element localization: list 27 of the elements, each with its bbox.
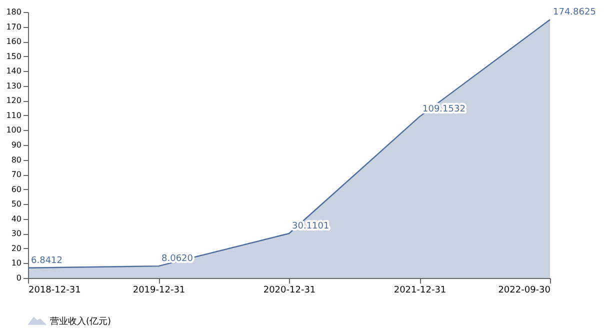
y-tick-label: 60 [11, 184, 22, 194]
data-label: 174.8625 [553, 8, 596, 18]
y-tick-label: 70 [11, 170, 22, 180]
x-tick-label: 2021-12-31 [394, 286, 446, 296]
y-tick-label: 150 [6, 52, 22, 61]
y-tick-label: 90 [11, 140, 22, 150]
y-tick-label: 10 [11, 258, 22, 268]
y-tick-label: 80 [11, 155, 22, 164]
x-tick-label: 2019-12-31 [132, 286, 186, 296]
y-tick-label: 170 [6, 22, 22, 32]
data-label: 6.8412 [31, 256, 62, 266]
y-tick-label: 130 [6, 81, 22, 90]
y-tick-label: 0 [16, 274, 22, 282]
y-tick-label: 110 [6, 110, 22, 120]
y-tick-label: 30 [11, 229, 22, 238]
y-tick-label: 120 [6, 96, 22, 106]
y-tick-label: 100 [6, 126, 22, 135]
y-tick-label: 20 [11, 244, 22, 253]
y-tick-label: 40 [11, 214, 22, 224]
x-tick-label: 2020-12-31 [263, 286, 316, 296]
x-tick-label: 2022-09-30 [498, 286, 551, 296]
legend-label: 营业收入(亿元) [50, 316, 112, 327]
y-tick-label: 50 [11, 200, 22, 209]
y-tick-label: 160 [6, 37, 22, 46]
x-tick-label: 2018-12-31 [28, 286, 81, 296]
y-tick-label: 180 [6, 8, 22, 16]
y-tick-label: 140 [6, 66, 22, 76]
